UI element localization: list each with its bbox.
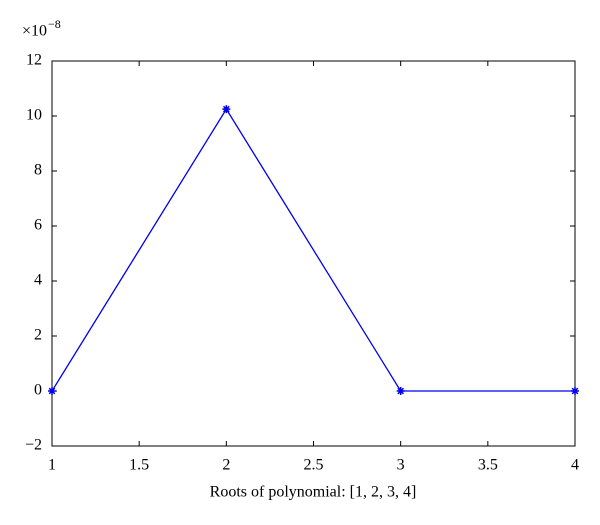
- x-tick-label: 1.5: [129, 457, 149, 474]
- y-tick-label: −2: [25, 437, 42, 454]
- x-axis-label: Roots of polynomial: [1, 2, 3, 4]: [210, 484, 417, 501]
- y-tick-label: 6: [34, 217, 42, 234]
- x-tick-label: 2.5: [304, 457, 324, 474]
- data-point: [222, 105, 231, 114]
- x-tick-label: 3: [397, 457, 405, 474]
- plot-frame: [51, 60, 576, 447]
- data-line: [51, 107, 575, 392]
- y-tick-label: 10: [26, 107, 42, 124]
- data-point: [571, 387, 579, 395]
- y-scale-base: ×10: [22, 23, 47, 40]
- y-tick-label: 0: [34, 382, 42, 399]
- x-tick-label: 2: [222, 457, 230, 474]
- y-scale-exponent: −8: [48, 17, 61, 31]
- data-point: [48, 387, 56, 395]
- y-tick-label: 12: [26, 52, 42, 69]
- y-tick-label: 8: [34, 162, 42, 179]
- y-tick-label: 4: [34, 272, 42, 289]
- x-tick-label: 4: [571, 457, 579, 474]
- data-point: [396, 387, 405, 395]
- x-tick-label: 1: [48, 457, 56, 474]
- x-tick-label: 3.5: [478, 457, 498, 474]
- y-tick-label: 2: [34, 327, 42, 344]
